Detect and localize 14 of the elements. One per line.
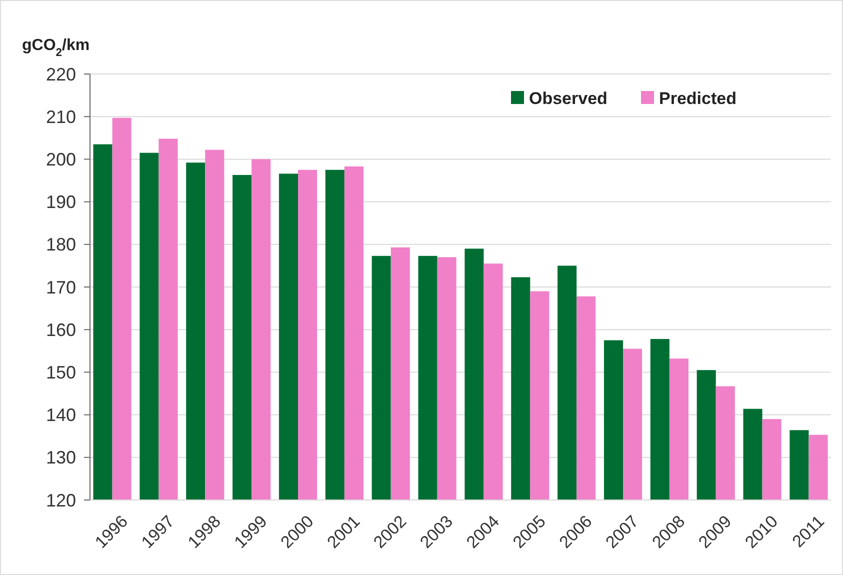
y-tick-label: 210 xyxy=(46,106,76,127)
y-tick-label: 130 xyxy=(46,448,76,468)
y-axis-title: gCO$_{2}$/km xyxy=(22,37,90,59)
legend-label: Observed xyxy=(529,89,608,108)
legend-label: Predicted xyxy=(659,89,736,108)
y-tick-label: 160 xyxy=(46,320,76,340)
y-tick-label: 170 xyxy=(46,277,76,298)
y-tick-label: 190 xyxy=(46,192,76,212)
y-tick-label: 220 xyxy=(46,64,76,84)
y-tick-label: 140 xyxy=(46,405,76,426)
y-tick-label: 180 xyxy=(46,234,76,255)
y-tick-label: 200 xyxy=(46,150,76,170)
y-tick-label: 120 xyxy=(46,490,76,510)
y-tick-label: 150 xyxy=(46,362,76,382)
